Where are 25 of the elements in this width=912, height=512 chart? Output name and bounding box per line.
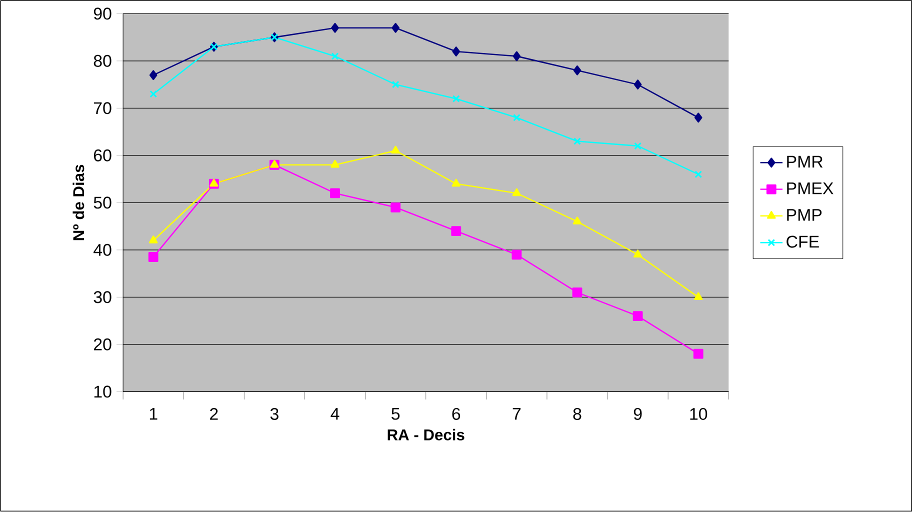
legend-label: PMP [787,209,822,221]
x-tick-label: 3 [270,408,278,420]
legend-label: PMEX [787,182,834,194]
x-tick-label: 6 [452,408,460,420]
legend-label: PMR [787,156,823,168]
x-tick-label: 5 [392,408,400,420]
x-tick-label: 1 [150,408,158,420]
x-tick-label: 8 [573,408,582,420]
legend-label: CFE [786,236,819,248]
x-axis-title: RA - Decis [388,429,464,440]
y-tick-label: 80 [94,55,112,68]
y-tick-label: 60 [94,150,112,162]
y-tick-label: 90 [94,8,112,20]
y-tick-label: 40 [94,244,112,256]
y-tick-label: 20 [94,338,112,350]
y-tick-label: 30 [94,291,112,304]
x-tick-label: 10 [690,408,708,420]
x-tick-label: 9 [634,408,642,420]
x-tick-label: 4 [330,408,340,420]
y-tick-label: 50 [94,196,112,209]
x-tick-label: 2 [210,408,218,420]
y-tick-label: 70 [94,102,112,114]
y-tick-label: 10 [94,386,112,398]
x-tick-label: 7 [512,408,521,420]
y-axis-title: Nº de Dias [72,164,84,240]
